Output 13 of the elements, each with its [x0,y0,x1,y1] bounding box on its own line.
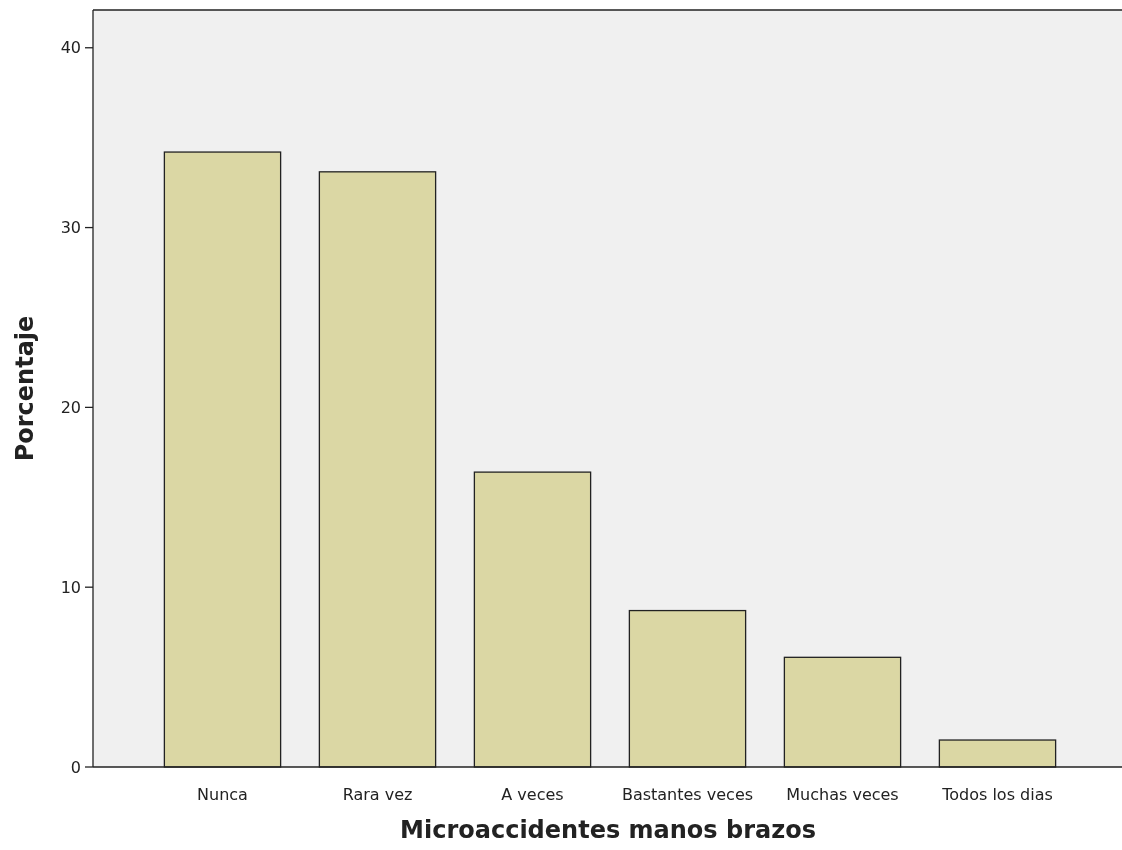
x-tick-label: Muchas veces [786,785,899,804]
y-tick-label: 40 [60,38,81,58]
y-tick-label: 0 [70,757,81,777]
x-tick-label: Rara vez [342,785,413,804]
x-tick-label: Bastantes veces [621,785,754,804]
y-tick-label: 20 [60,397,81,417]
y-axis-title: Porcentaje [11,315,39,462]
y-tick-label: 10 [60,577,81,597]
x-tick-label: Todos los dias [941,785,1053,804]
x-tick-label: A veces [501,785,564,804]
x-axis-title: Microaccidentes manos brazos [400,816,816,844]
x-tick-label: Nunca [197,785,248,804]
y-tick-label: 30 [60,218,81,238]
